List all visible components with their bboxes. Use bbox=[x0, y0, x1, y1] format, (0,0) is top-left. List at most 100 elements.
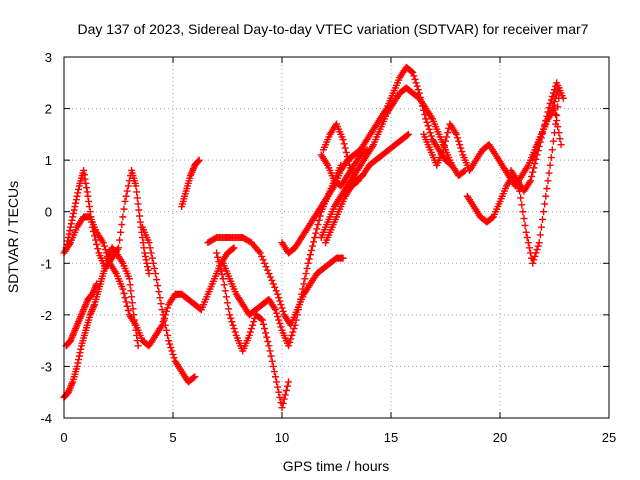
data-point-plus bbox=[529, 259, 537, 267]
data-point-plus bbox=[150, 264, 158, 272]
data-point-plus bbox=[124, 307, 132, 315]
data-point-plus bbox=[124, 182, 132, 190]
data-point-plus bbox=[363, 146, 371, 154]
data-point-plus bbox=[275, 316, 283, 324]
data-point-plus bbox=[213, 249, 221, 257]
data-point-plus bbox=[426, 129, 434, 137]
data-point-plus bbox=[66, 227, 74, 235]
data-point-plus bbox=[340, 140, 348, 148]
data-point-plus bbox=[275, 388, 283, 396]
data-point-plus bbox=[531, 149, 539, 157]
data-point-plus bbox=[408, 68, 416, 76]
data-point-plus bbox=[276, 393, 284, 401]
data-point-plus bbox=[555, 84, 563, 92]
data-point-plus bbox=[166, 340, 174, 348]
data-point-plus bbox=[121, 294, 129, 302]
data-point-plus bbox=[527, 177, 535, 185]
data-point-plus bbox=[230, 325, 238, 333]
data-point-plus bbox=[547, 154, 555, 162]
data-point-plus bbox=[554, 103, 562, 111]
data-point-plus bbox=[548, 105, 556, 113]
data-point-plus bbox=[444, 129, 452, 137]
data-point-plus bbox=[130, 311, 138, 319]
data-point-plus bbox=[227, 314, 235, 322]
data-point-plus bbox=[306, 251, 314, 259]
data-point-plus bbox=[305, 255, 313, 263]
data-point-plus bbox=[68, 216, 76, 224]
data-point-plus bbox=[155, 288, 163, 296]
data-point-plus bbox=[539, 215, 547, 223]
data-point-plus bbox=[115, 244, 122, 252]
data-point-plus bbox=[120, 205, 128, 213]
data-point-plus bbox=[169, 350, 177, 358]
data-point-plus bbox=[214, 253, 222, 261]
data-point-plus bbox=[259, 320, 267, 328]
data-point-plus bbox=[342, 148, 350, 156]
data-point-plus bbox=[146, 244, 154, 252]
y-tick-label: -3 bbox=[40, 359, 52, 374]
data-point-plus bbox=[130, 316, 138, 324]
data-point-plus bbox=[423, 118, 431, 126]
data-point-plus bbox=[64, 234, 72, 241]
y-tick-label: -2 bbox=[40, 308, 52, 323]
plot-points bbox=[60, 63, 567, 412]
data-point-plus bbox=[285, 378, 293, 386]
data-point-plus bbox=[261, 325, 269, 333]
data-point-plus bbox=[298, 290, 306, 298]
data-point-plus bbox=[86, 208, 94, 216]
data-point-plus bbox=[132, 182, 140, 190]
y-tick-label: 3 bbox=[45, 50, 52, 65]
data-point-plus bbox=[532, 146, 540, 154]
data-point-plus bbox=[554, 87, 562, 95]
data-point-plus bbox=[221, 287, 229, 295]
series-satellite-track-13 bbox=[317, 146, 371, 190]
data-point-plus bbox=[552, 111, 560, 119]
data-point-plus bbox=[162, 307, 170, 315]
data-point-plus bbox=[131, 321, 139, 329]
data-point-plus bbox=[285, 342, 293, 350]
data-point-plus bbox=[530, 164, 538, 172]
data-point-plus bbox=[229, 321, 237, 329]
series-satellite-track-6 bbox=[178, 156, 203, 211]
data-point-plus bbox=[265, 270, 273, 278]
data-point-plus bbox=[289, 328, 297, 336]
data-point-plus bbox=[93, 240, 101, 248]
data-point-plus bbox=[262, 329, 270, 337]
data-point-plus bbox=[141, 249, 149, 257]
data-point-plus bbox=[67, 223, 75, 231]
data-point-plus bbox=[263, 333, 271, 341]
data-point-plus bbox=[74, 359, 82, 367]
data-point-plus bbox=[141, 252, 149, 260]
data-point-plus bbox=[540, 208, 548, 216]
data-point-plus bbox=[556, 135, 564, 143]
data-point-plus bbox=[309, 242, 317, 250]
data-point-plus bbox=[116, 236, 124, 244]
data-point-plus bbox=[247, 325, 255, 333]
data-point-plus bbox=[168, 347, 176, 355]
data-point-plus bbox=[123, 187, 131, 195]
data-point-plus bbox=[262, 263, 270, 271]
data-point-plus bbox=[536, 231, 544, 239]
data-point-plus bbox=[344, 157, 352, 165]
data-point-plus bbox=[460, 167, 468, 175]
data-point-plus bbox=[261, 259, 269, 267]
data-point-plus bbox=[75, 352, 83, 360]
data-point-plus bbox=[264, 338, 272, 346]
data-point-plus bbox=[427, 132, 435, 140]
series-satellite-track-4 bbox=[62, 280, 101, 350]
data-point-plus bbox=[144, 266, 152, 274]
data-point-plus bbox=[278, 404, 286, 412]
data-point-plus bbox=[339, 136, 347, 144]
data-point-plus bbox=[301, 275, 309, 283]
data-point-plus bbox=[553, 111, 561, 119]
data-point-plus bbox=[269, 280, 277, 288]
data-point-plus bbox=[147, 249, 155, 257]
data-point-plus bbox=[521, 221, 529, 229]
data-point-plus bbox=[300, 280, 308, 288]
data-point-plus bbox=[194, 157, 202, 165]
data-point-plus bbox=[552, 94, 560, 102]
data-point-plus bbox=[531, 252, 539, 260]
data-point-plus bbox=[144, 263, 152, 271]
data-point-plus bbox=[290, 325, 298, 333]
data-point-plus bbox=[271, 306, 279, 314]
